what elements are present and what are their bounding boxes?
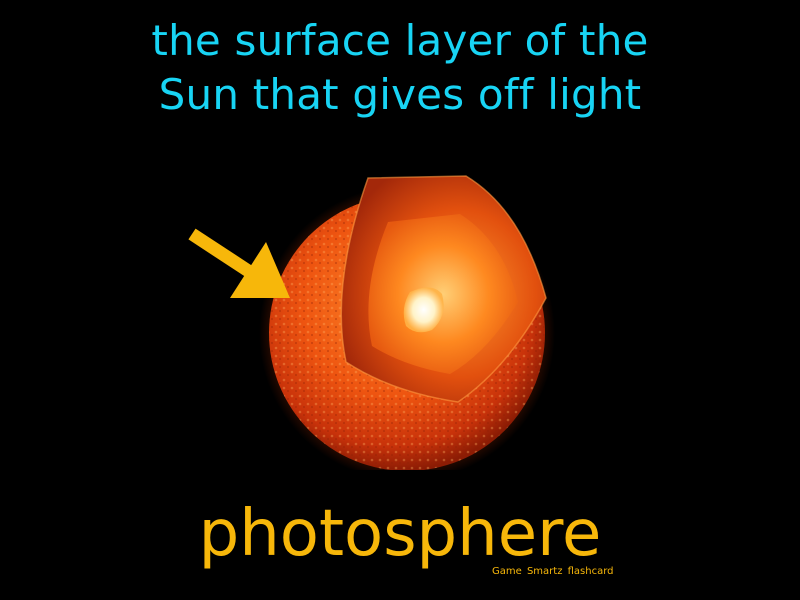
credit-text: Game Smartz flashcard xyxy=(492,566,614,577)
definition-line-2: Sun that gives off light xyxy=(158,70,642,119)
term-title: photosphere xyxy=(198,497,602,571)
definition-line-1: the surface layer of the xyxy=(151,16,649,65)
sun-cutaway-illustration xyxy=(188,175,555,470)
cutaway-middle-layer xyxy=(368,214,518,374)
definition-text: the surface layer of the Sun that gives … xyxy=(0,14,800,122)
sun-core xyxy=(403,287,444,333)
arrow-icon xyxy=(188,228,290,298)
